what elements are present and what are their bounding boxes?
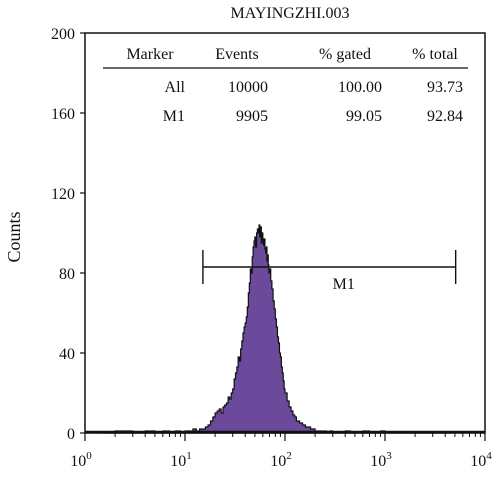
marker-label: M1 bbox=[333, 276, 355, 293]
x-tick-exponent: 4 bbox=[486, 450, 492, 462]
table-cell-r1-c3: 92.84 bbox=[427, 108, 463, 125]
y-tick-label: 80 bbox=[59, 266, 75, 283]
table-cell-r0-c0: All bbox=[165, 79, 186, 96]
table-cell-r1-c0: M1 bbox=[163, 108, 185, 125]
chart-title: MAYINGZHI.003 bbox=[231, 5, 350, 22]
histogram-layer bbox=[85, 224, 485, 434]
x-tick-exponent: 3 bbox=[386, 450, 392, 462]
x-tick-label: 102 bbox=[270, 450, 292, 470]
table-header-3: % total bbox=[412, 46, 458, 63]
table-cell-r0-c1: 10000 bbox=[228, 79, 268, 96]
x-tick-label: 100 bbox=[70, 450, 92, 470]
y-tick-label: 200 bbox=[51, 26, 75, 43]
y-tick-label: 160 bbox=[51, 106, 75, 123]
y-tick-label: 0 bbox=[67, 426, 75, 443]
table-cell-r1-c2: 99.05 bbox=[346, 108, 382, 125]
table-cell-r0-c3: 93.73 bbox=[427, 79, 463, 96]
x-tick-label: 103 bbox=[370, 450, 392, 470]
histogram-area bbox=[102, 224, 451, 434]
table-header-2: % gated bbox=[319, 46, 371, 63]
x-tick-label: 101 bbox=[170, 450, 192, 470]
table-header-0: Marker bbox=[126, 46, 174, 63]
marker-layer: M1 bbox=[202, 250, 457, 293]
y-axis-ticks: 0 40 80 120 160 200 bbox=[51, 26, 85, 443]
y-axis-label: Counts bbox=[4, 211, 24, 262]
x-tick-label: 104 bbox=[470, 450, 492, 470]
x-tick-exponent: 1 bbox=[186, 450, 192, 462]
x-tick-exponent: 0 bbox=[86, 450, 92, 462]
table-cell-r1-c1: 9905 bbox=[236, 108, 268, 125]
x-axis-ticks: 100 101 102 103 104 bbox=[70, 433, 492, 470]
table-cell-r0-c2: 100.00 bbox=[338, 79, 382, 96]
stats-table: Marker Events % gated % total All 10000 100.00… bbox=[103, 46, 468, 125]
table-header-1: Events bbox=[215, 46, 259, 63]
x-tick-exponent: 2 bbox=[286, 450, 292, 462]
y-tick-label: 40 bbox=[59, 346, 75, 363]
plot-frame bbox=[84, 32, 486, 434]
y-tick-label: 120 bbox=[51, 186, 75, 203]
